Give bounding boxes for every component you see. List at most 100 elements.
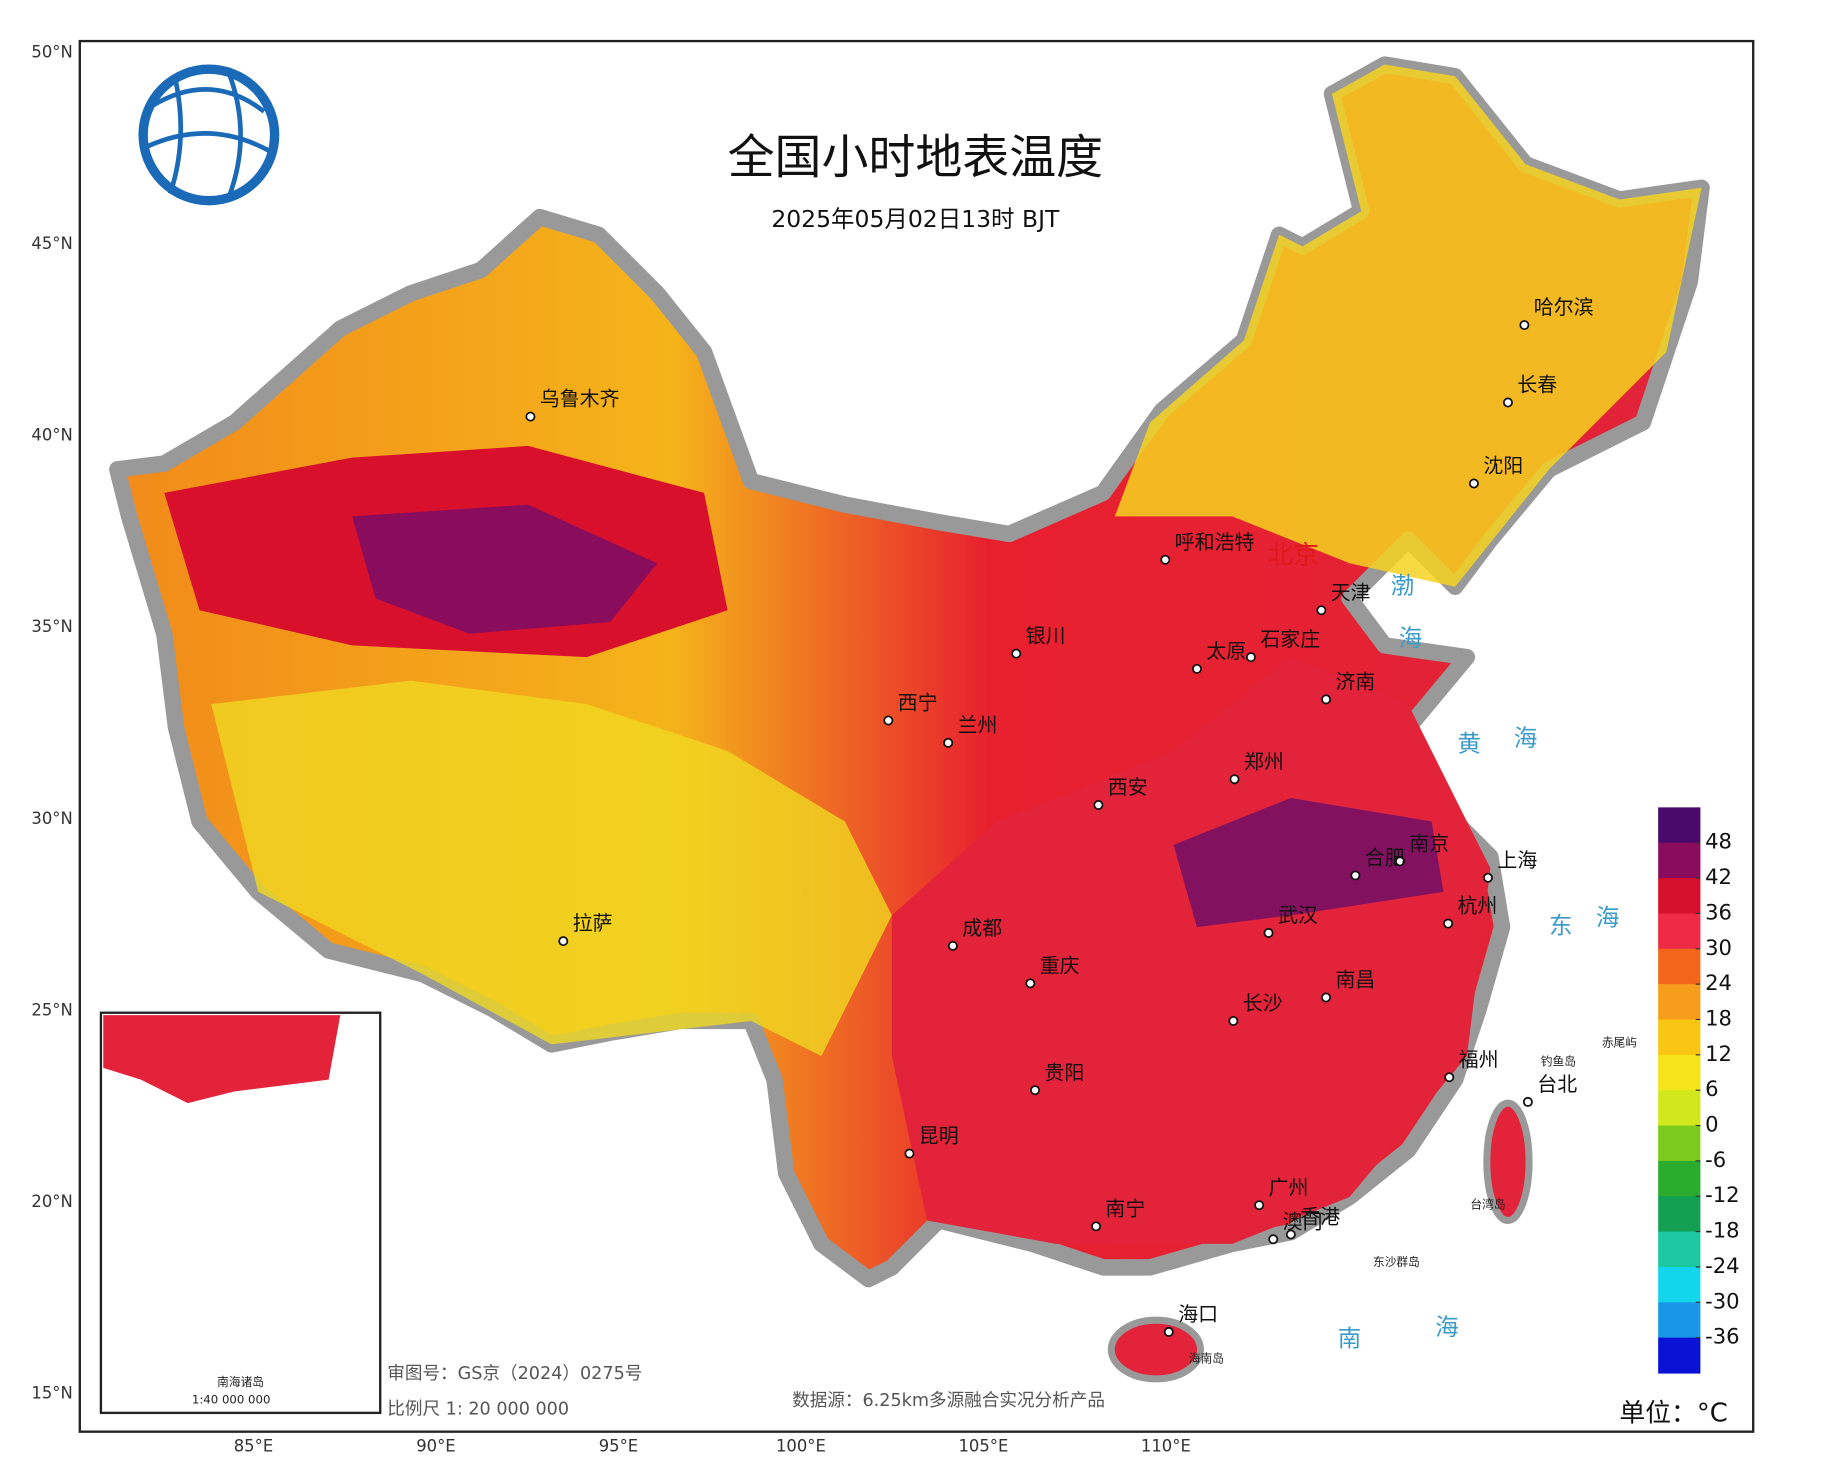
sea-label: 东: [1549, 912, 1572, 940]
city-label: 兰州: [958, 713, 998, 737]
legend-swatch: [1658, 878, 1701, 915]
inset-title: 南海诸岛: [217, 1375, 264, 1389]
source: 数据源：6.25km多源融合实况分析产品: [792, 1391, 1105, 1411]
south-east-region: [891, 657, 1491, 1244]
city-dot: [1030, 1085, 1041, 1096]
legend-swatch: [1658, 1231, 1701, 1268]
city-dot: [1519, 320, 1530, 331]
legend-swatch: [1658, 842, 1701, 879]
legend-label: -12: [1705, 1182, 1739, 1207]
legend-label: -30: [1705, 1288, 1739, 1313]
lat-label: 30°N: [31, 809, 72, 828]
city-dot: [1350, 870, 1361, 881]
city-dot: [1163, 1326, 1174, 1337]
city-dot: [1522, 1096, 1533, 1107]
lat-label: 45°N: [31, 234, 72, 253]
city-dot: [943, 737, 954, 748]
city-label: 石家庄: [1260, 627, 1320, 651]
city-label: 北京: [1267, 541, 1319, 571]
legend-swatch: [1658, 1302, 1701, 1339]
city-label: 杭州: [1457, 894, 1497, 918]
city-label: 海口: [1178, 1302, 1218, 1326]
inset-scale: 1:40 000 000: [192, 1392, 271, 1406]
lat-label: 20°N: [31, 1192, 72, 1211]
sea-label: 南: [1338, 1325, 1361, 1353]
city-dot: [1011, 648, 1022, 659]
city-label: 昆明: [919, 1124, 959, 1148]
city-label: 长春: [1517, 373, 1557, 397]
city-dot: [1245, 652, 1256, 663]
legend-swatch: [1658, 1054, 1701, 1091]
city-label: 重庆: [1040, 953, 1080, 977]
city-dot: [1394, 856, 1405, 867]
city-dot: [1229, 774, 1240, 785]
sea-label: 海: [1596, 903, 1619, 931]
title: 全国小时地表温度: [728, 130, 1104, 185]
lon-label: 100°E: [776, 1436, 826, 1455]
city-dot: [1444, 1072, 1455, 1083]
subtitle: 2025年05月02日13时 BJT: [771, 205, 1060, 233]
city-dot: [525, 411, 536, 422]
city-dot: [1191, 663, 1202, 674]
city-label: 香港: [1300, 1205, 1340, 1229]
city-dot: [1091, 1221, 1102, 1232]
legend-label: 42: [1705, 864, 1732, 889]
island-label: 海南岛: [1189, 1351, 1224, 1365]
legend-unit: 单位：°C: [1619, 1399, 1727, 1429]
lat-label: 40°N: [31, 426, 72, 445]
city-dot: [1502, 397, 1513, 408]
city-label: 合肥: [1365, 846, 1405, 870]
legend-label: -18: [1705, 1218, 1739, 1243]
city-label: 武汉: [1278, 903, 1318, 927]
city-dot: [1321, 992, 1332, 1003]
city-label: 南昌: [1335, 968, 1375, 992]
city-label: 济南: [1335, 669, 1375, 693]
city-dot: [1468, 478, 1479, 489]
island-label: 东沙群岛: [1373, 1255, 1420, 1269]
lat-label: 35°N: [31, 617, 72, 636]
hainan: [1107, 1316, 1205, 1383]
sea-label: 海: [1435, 1313, 1458, 1341]
city-dot: [1443, 918, 1454, 929]
lat-label: 15°N: [31, 1384, 72, 1403]
legend-label: -36: [1705, 1324, 1739, 1349]
lon-label: 105°E: [958, 1436, 1008, 1455]
city-label: 成都: [962, 916, 1002, 940]
city-dot: [558, 936, 569, 947]
city-dot: [1025, 978, 1036, 989]
city-label: 西宁: [898, 691, 938, 715]
city-dot: [1321, 694, 1332, 705]
legend-swatch: [1658, 1160, 1701, 1197]
approval: 审图号：GS京（2024）0275号: [387, 1364, 642, 1384]
city-dot: [947, 940, 958, 951]
sea-label: 海: [1514, 724, 1537, 752]
city-dot: [904, 1148, 915, 1159]
legend-label: 48: [1705, 829, 1732, 854]
island-label: 钓鱼岛: [1541, 1055, 1576, 1069]
plateau-region: [211, 680, 892, 1057]
city-label: 拉萨: [573, 911, 613, 935]
legend-label: -24: [1705, 1253, 1739, 1278]
legend-label: 30: [1705, 935, 1732, 960]
city-label: 长沙: [1243, 991, 1283, 1015]
city-dot: [1483, 872, 1493, 883]
legend-label: 36: [1705, 899, 1732, 924]
legend-label: 12: [1705, 1041, 1732, 1066]
legend-label: -6: [1705, 1147, 1726, 1172]
lon-label: 85°E: [234, 1436, 273, 1455]
city-label: 台北: [1537, 1072, 1577, 1096]
lon-label: 110°E: [1141, 1436, 1191, 1455]
lat-label: 50°N: [31, 42, 72, 61]
city-label: 呼和浩特: [1175, 530, 1255, 554]
sea-label: 渤: [1391, 571, 1414, 599]
city-label: 福州: [1459, 1047, 1499, 1071]
city-dot: [1254, 1200, 1265, 1211]
hot-core: [1173, 797, 1444, 928]
city-dot: [1263, 927, 1274, 938]
lat-label: 25°N: [31, 1000, 72, 1019]
north-east-region: [1114, 64, 1702, 587]
city-dot: [883, 715, 894, 726]
city-label: 南京: [1409, 831, 1449, 855]
legend-label: 24: [1705, 970, 1732, 995]
